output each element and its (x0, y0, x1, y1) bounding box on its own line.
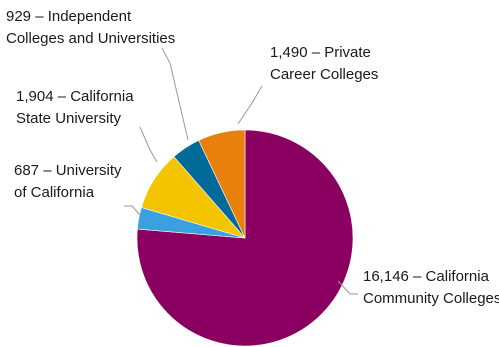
slice-label-line: 16,146 – California (363, 268, 490, 285)
leader-lines (124, 47, 358, 295)
slice-label-4: 1,490 – Private Career Colleges (270, 44, 378, 83)
slice-label-line: 1,490 – Private (270, 44, 371, 61)
leader-line-3 (161, 47, 189, 141)
slice-label-line: Career Colleges (270, 66, 378, 83)
pie-slices (136, 129, 354, 347)
slice-label-0: 16,146 – California Community Colleges (363, 268, 499, 307)
leader-line-1 (124, 205, 142, 217)
slice-label-line: 1,904 – California (16, 88, 134, 105)
pie-slice-4 (198, 129, 246, 239)
slice-label-line: State University (16, 110, 122, 127)
leader-line-2 (139, 126, 158, 163)
slice-label-1: 687 – University of California (14, 162, 122, 201)
pie-slice-0 (136, 129, 354, 347)
slice-label-line: 687 – University (14, 162, 122, 179)
slice-label-line: of California (14, 184, 95, 201)
slice-labels: 16,146 – California Community Colleges 687… (6, 8, 499, 307)
slice-label-line: 929 – Independent (6, 8, 132, 25)
slice-label-3: 929 – Independent Colleges and Universiti… (6, 8, 175, 47)
slice-label-line: Colleges and Universities (6, 30, 175, 47)
slice-label-line: Community Colleges (363, 290, 499, 307)
leader-line-0 (337, 280, 358, 295)
slice-label-2: 1,904 – California State University (16, 88, 134, 127)
leader-line-4 (237, 85, 263, 125)
